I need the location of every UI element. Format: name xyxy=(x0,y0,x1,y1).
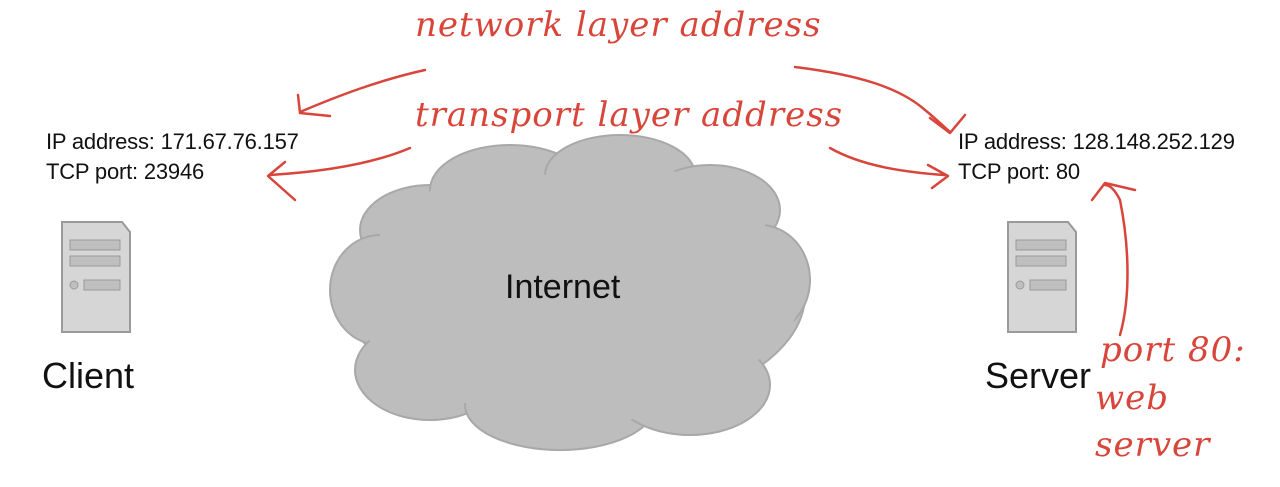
server-label: Server xyxy=(985,355,1092,396)
client-ip-address: IP address: 171.67.76.157 xyxy=(46,129,299,154)
port80-annotation-line2: web xyxy=(1095,378,1169,418)
transport-to-client-arrow xyxy=(268,146,412,177)
transport-to-server-arrow xyxy=(828,146,947,177)
client-label: Client xyxy=(42,355,135,396)
client-tcp-port: TCP port: 23946 xyxy=(46,159,205,184)
server-tcp-port: TCP port: 80 xyxy=(958,159,1080,184)
port80-arrow xyxy=(1103,183,1129,337)
port80-annotation-line3: server xyxy=(1095,425,1211,465)
transport-layer-annotation: transport layer address xyxy=(415,95,844,135)
network-layer-annotation: network layer address xyxy=(415,5,822,45)
network-to-server-arrow xyxy=(793,65,952,134)
network-to-client-arrow xyxy=(298,68,427,114)
port80-annotation-line1: port 80: xyxy=(1100,330,1246,370)
internet-label: Internet xyxy=(505,268,621,306)
server-ip-address: IP address: 128.148.252.129 xyxy=(958,129,1235,154)
